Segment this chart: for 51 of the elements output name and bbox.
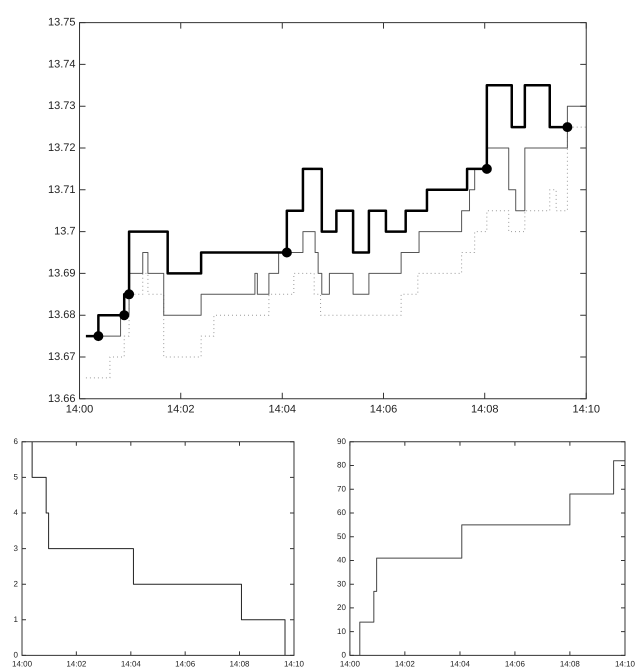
y-tick-label: 40 (336, 556, 346, 565)
point (124, 289, 134, 300)
x-tick-label: 14:02 (66, 659, 87, 668)
y-tick-label: 13.69 (48, 267, 76, 280)
y-tick-label: 0 (14, 650, 19, 660)
x-tick-label: 14:10 (284, 659, 305, 668)
point (93, 331, 104, 342)
y-tick-label: 13.7 (54, 226, 76, 238)
x-tick-label: 14:06 (370, 403, 398, 416)
point (482, 164, 492, 174)
x-tick-label: 14:06 (504, 659, 526, 668)
x-tick-label: 14:08 (560, 659, 580, 668)
y-tick-label: 13.71 (48, 184, 76, 196)
y-tick-label: 13.73 (48, 100, 76, 112)
point (119, 310, 130, 320)
y-tick-label: 3 (14, 544, 19, 553)
x-tick-label: 14:00 (66, 403, 94, 416)
y-tick-label: 1 (14, 615, 19, 624)
y-tick-label: 0 (341, 650, 346, 660)
y-tick-label: 13.66 (48, 392, 76, 405)
x-tick-label: 14:08 (470, 403, 498, 416)
x-tick-label: 14:04 (450, 659, 471, 668)
y-tick-label: 30 (336, 579, 346, 588)
y-tick-label: 13.72 (48, 142, 76, 154)
x-tick-label: 14:04 (268, 403, 296, 416)
y-tick-label: 4 (14, 508, 19, 518)
point (282, 248, 292, 258)
y-tick-label: 50 (336, 532, 346, 541)
y-tick-label: 13.67 (48, 351, 76, 364)
x-tick-label: 14:10 (572, 403, 600, 416)
y-tick-label: 80 (336, 460, 346, 470)
y-tick-label: 70 (336, 484, 346, 494)
x-tick-label: 14:04 (120, 659, 142, 668)
x-tick-label: 14:00 (12, 659, 33, 668)
y-tick-label: 13.74 (48, 58, 76, 70)
x-tick-label: 14:02 (394, 659, 416, 668)
y-tick-label: 60 (336, 508, 346, 518)
y-tick-label: 6 (14, 437, 19, 446)
y-tick-label: 20 (336, 603, 346, 612)
point (562, 122, 572, 132)
y-tick-label: 13.68 (48, 309, 76, 322)
y-tick-label: 90 (336, 437, 346, 446)
y-tick-label: 5 (14, 472, 19, 482)
x-tick-label: 14:06 (175, 659, 196, 668)
x-tick-label: 14:08 (229, 659, 250, 668)
x-tick-label: 14:02 (166, 403, 195, 416)
y-tick-label: 2 (14, 579, 19, 588)
x-tick-label: 14:10 (614, 659, 636, 668)
x-tick-label: 14:00 (340, 659, 360, 668)
y-tick-label: 13.75 (48, 16, 76, 29)
y-tick-label: 10 (336, 626, 346, 636)
